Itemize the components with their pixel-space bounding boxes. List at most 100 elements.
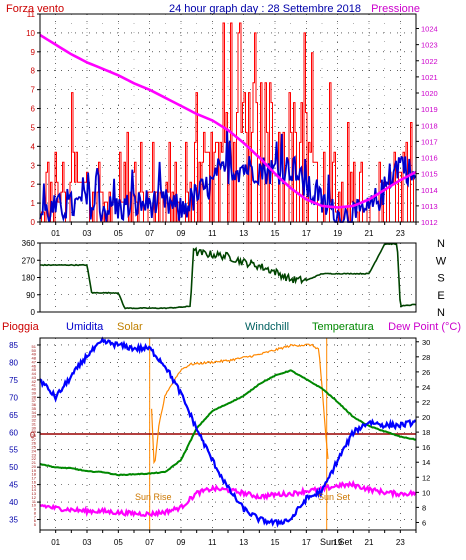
y-right-tick-label: 20 [422, 413, 430, 422]
rain-tick-label: 20 [32, 464, 37, 469]
sunset-tick-label: Sun Set [320, 537, 353, 547]
rain-tick-label: 12 [32, 495, 37, 500]
y-right-tick-label: 30 [422, 338, 430, 347]
rain-tick-label: 43 [32, 375, 37, 380]
y-right-tick-label: 26 [422, 368, 430, 377]
y-tick-label: 0 [31, 218, 36, 227]
rain-tick-label: 47 [32, 359, 37, 364]
rain-tick-label: 28 [32, 433, 37, 438]
rain-tick-label: 41 [32, 383, 37, 388]
rain-tick-label: 31 [32, 421, 37, 426]
y-tick-label: 4 [31, 142, 36, 151]
rain-tick-label: 16 [32, 479, 37, 484]
humidity-temperature-panel: 3540455055606570758085567891011121314151… [9, 336, 430, 547]
rain-tick-label: 50 [32, 348, 37, 353]
rain-tick-label: 40 [32, 387, 37, 392]
y-tick-label: 7 [31, 86, 36, 95]
rain-tick-label: 13 [32, 491, 37, 496]
y-tick-label: 90 [26, 291, 35, 300]
x-tick-label: 17 [302, 538, 311, 547]
x-tick-label: 07 [145, 538, 154, 547]
header-center: 24 hour graph day : 28 Settembre 2018 [169, 3, 361, 15]
y-right-tick-label: 1017 [421, 137, 438, 146]
label-pioggia: Pioggia [2, 321, 40, 333]
sunrise-label: Sun Rise [135, 492, 172, 502]
x-tick-label: 09 [177, 538, 186, 547]
rain-tick-label: 30 [32, 425, 37, 430]
header-left: Forza vento [6, 3, 64, 15]
rain-tick-label: 27 [32, 437, 37, 442]
x-tick-label: 17 [302, 229, 311, 238]
y-right-tick-label: 1012 [421, 218, 438, 227]
y-right-tick-label: 1016 [421, 154, 438, 163]
humidity-tick-label: 65 [9, 411, 18, 420]
x-tick-label: 15 [271, 229, 280, 238]
label-dewpoint: Dew Point (°C) [388, 321, 461, 333]
rain-tick-label: 39 [32, 390, 37, 395]
rain-tick-label: 42 [32, 379, 37, 384]
humidity-line [39, 336, 417, 528]
rain-tick-label: 6 [34, 518, 37, 523]
label-solar: Solar [117, 321, 143, 333]
rain-tick-label: 5 [34, 522, 37, 527]
humidity-tick-label: 60 [9, 428, 18, 437]
compass-label: E [437, 290, 444, 302]
rain-tick-label: 14 [32, 487, 37, 492]
x-tick-label: 09 [177, 229, 186, 238]
x-tick-label: 19 [333, 229, 342, 238]
humidity-tick-label: 75 [9, 376, 18, 385]
compass-label: N [437, 238, 445, 250]
rain-tick-label: 26 [32, 441, 37, 446]
y-tick-label: 360 [22, 239, 36, 248]
y-right-tick-label: 24 [422, 383, 430, 392]
rain-tick-label: 29 [32, 429, 37, 434]
x-tick-label: 01 [51, 229, 60, 238]
sunset-label: Sun Set [318, 492, 351, 502]
dewpoint-line [39, 479, 417, 518]
y-right-tick-label: 1022 [421, 57, 438, 66]
rain-tick-label: 48 [32, 356, 37, 361]
y-tick-label: 10 [26, 29, 35, 38]
x-tick-label: 05 [114, 538, 123, 547]
x-tick-label: 05 [114, 229, 123, 238]
rain-tick-label: 34 [32, 410, 37, 415]
temperature-line [39, 369, 416, 477]
y-right-tick-label: 1013 [421, 202, 438, 211]
rain-tick-label: 38 [32, 394, 37, 399]
x-tick-label: 21 [365, 229, 374, 238]
x-tick-label: 03 [83, 538, 92, 547]
rain-tick-label: 24 [32, 448, 37, 453]
y-tick-label: 1 [31, 199, 36, 208]
rain-tick-label: 25 [32, 445, 37, 450]
x-tick-label: 13 [239, 538, 248, 547]
rain-tick-label: 15 [32, 483, 37, 488]
y-tick-label: 8 [31, 67, 36, 76]
y-right-tick-label: 1023 [421, 41, 438, 50]
rain-tick-label: 11 [32, 499, 37, 504]
y-right-tick-label: 1021 [421, 73, 438, 82]
rain-tick-label: 36 [32, 402, 37, 407]
compass-label: W [436, 255, 447, 267]
x-tick-label: 03 [83, 229, 92, 238]
humidity-tick-label: 45 [9, 481, 18, 490]
x-tick-label: 15 [271, 538, 280, 547]
rain-tick-label: 8 [34, 510, 37, 515]
x-tick-label: 19 [333, 538, 342, 547]
x-tick-label: 11 [208, 229, 217, 238]
y-right-tick-label: 6 [422, 518, 426, 527]
rain-tick-label: 37 [32, 398, 37, 403]
y-right-tick-label: 28 [422, 353, 430, 362]
label-umidita: Umidita [66, 321, 104, 333]
rain-tick-label: 23 [32, 452, 37, 457]
wind-pressure-panel: 0123456789101110121013101410151016101710… [26, 10, 438, 238]
rain-tick-label: 18 [32, 472, 37, 477]
x-tick-label: 01 [51, 538, 60, 547]
rain-tick-label: 33 [32, 414, 37, 419]
y-tick-label: 2 [31, 180, 36, 189]
y-tick-label: 180 [22, 274, 36, 283]
compass-label: N [437, 307, 445, 319]
rain-tick-label: 51 [32, 344, 37, 349]
header-right: Pressione [371, 3, 420, 15]
